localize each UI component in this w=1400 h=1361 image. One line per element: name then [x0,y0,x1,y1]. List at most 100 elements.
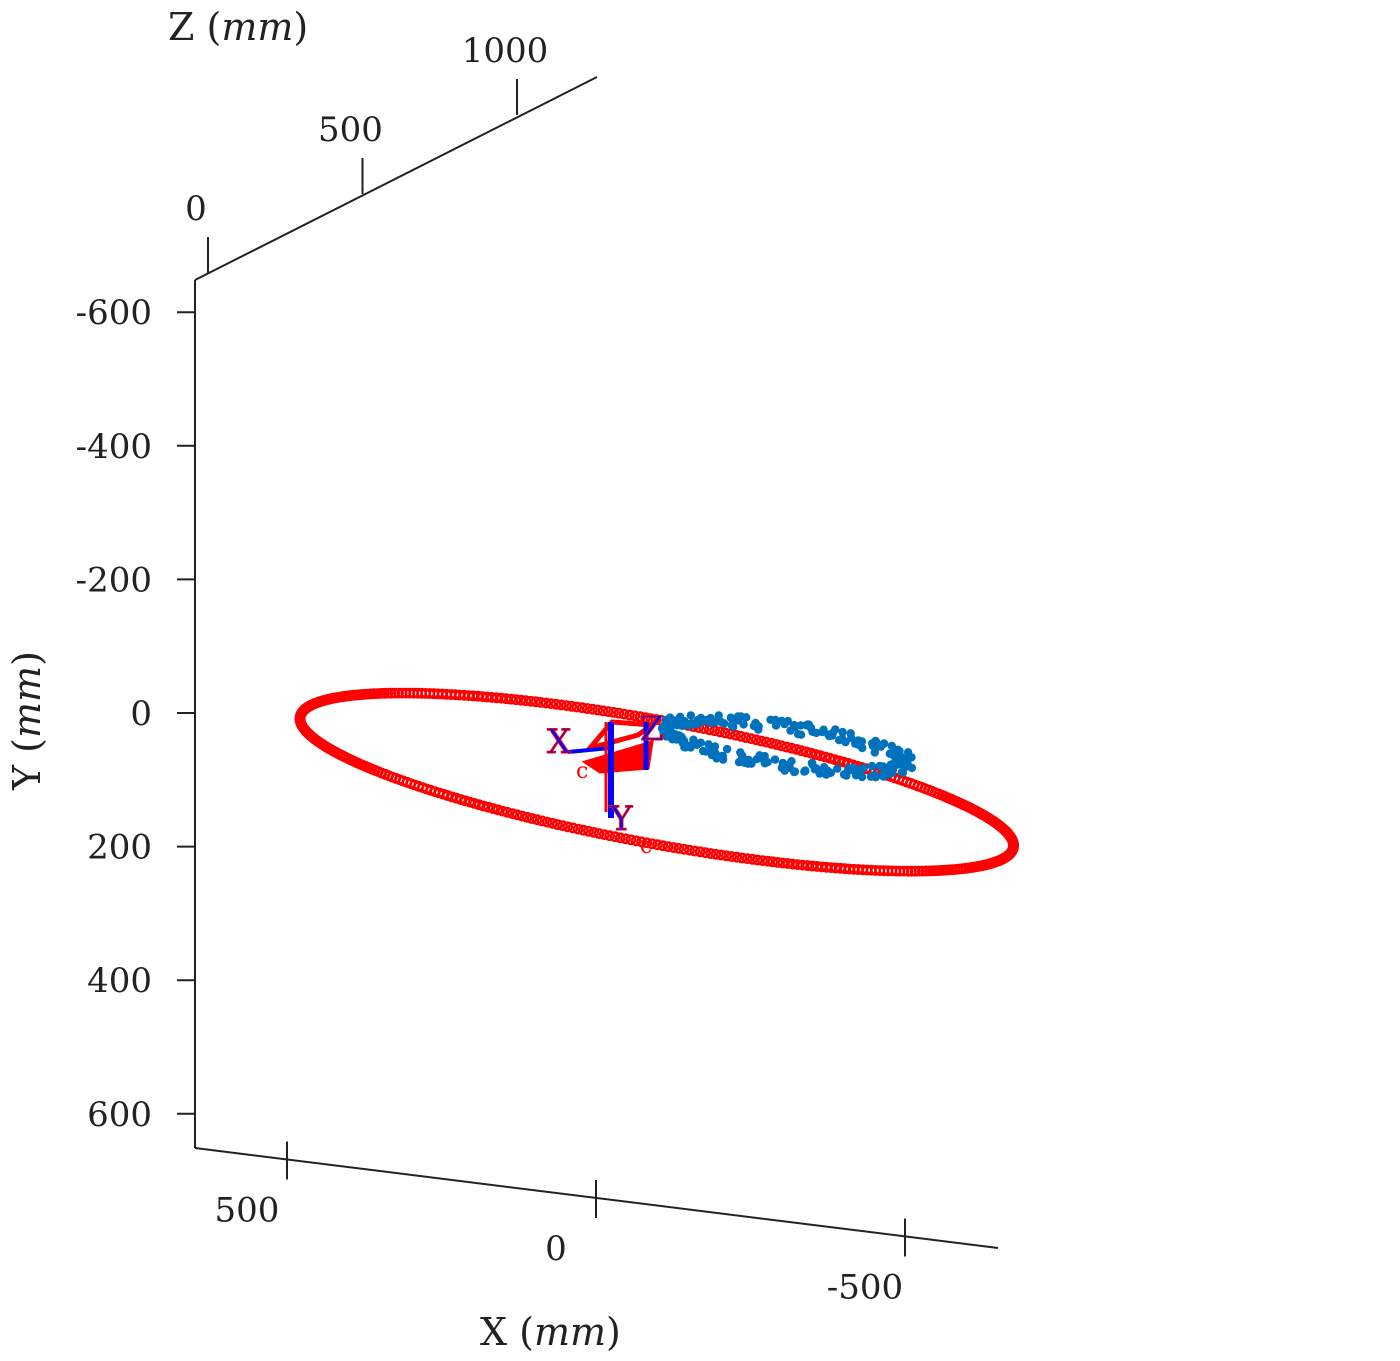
series-0-point [641,837,653,849]
x-axis-unit: mm [534,1310,606,1354]
series-1-point [756,753,765,763]
series-0-point [736,852,748,864]
axes-box [194,76,999,1249]
series-0-point [726,851,737,862]
series-0-point [520,695,532,707]
series-0-point [625,834,637,846]
series-0-point [740,732,752,743]
y-tick-label: 0 [130,694,152,734]
series-1-point [704,740,713,749]
series-0-point [750,734,762,746]
series-1-point [736,712,745,721]
series-0-point [815,750,826,762]
series-0-point [757,855,768,866]
x-tick-label: 500 [215,1191,280,1231]
camera-x-subscript: c [576,759,588,784]
series-0-point [495,692,507,704]
z-axis-line [194,76,598,281]
z-tick-label: 1000 [462,31,549,71]
camera-z-label: Z [640,709,664,749]
z-axis-label: Z [168,5,194,49]
series-0-point [592,704,604,716]
series-1-point [893,745,903,754]
series-1-point [818,727,827,737]
series-0-point [700,847,711,859]
series-1-point [885,749,894,758]
series-0-point [782,858,794,869]
series-0-point [624,709,635,721]
series-0-point [566,700,577,712]
y-tick-label: 400 [87,961,152,1001]
x-axis-open-paren: ( [507,1310,534,1354]
series-1-point [870,748,879,757]
series-0-point [684,844,695,856]
series-0-point [571,701,583,713]
series-1-point [839,770,849,779]
series-0-point [597,705,609,717]
series-0-point [710,848,722,860]
series-0-point [689,845,701,857]
x-axis-title: X (mm) [480,1310,621,1354]
series-0-point [806,860,818,872]
camera-y-subscript: c [640,834,652,859]
series-1-point [710,742,720,751]
series-0-point [802,860,813,871]
series-1-point [858,743,867,753]
series-0-point [792,859,803,870]
z-axis-open-paren: ( [194,5,221,49]
series-1-point [701,747,711,756]
series-0-point [714,726,726,738]
series-1-point [722,744,732,754]
series-0-point [500,693,512,705]
series-0-point [552,819,563,830]
series-1-point [807,758,817,768]
series-0-point [562,821,574,833]
series-0-point [602,706,614,717]
x-axis-close-paren: ) [606,1310,621,1354]
series-1-point [866,772,876,781]
series-0-point [776,740,787,752]
series-1-point [879,772,888,781]
series-0-point [609,831,621,843]
series-0-point [771,739,782,750]
series-0-point [516,810,528,822]
series-1-point [719,719,729,728]
series-0-point [557,820,568,831]
series-0-point [811,861,823,872]
series-1-point [820,763,829,772]
series-0-point [576,702,588,714]
series-1-point [780,766,789,775]
series-0-point [567,822,579,834]
series-0-point [521,811,533,823]
series-0-point [636,836,647,848]
series-1-point [739,720,748,729]
series-0-point [535,697,547,708]
series-0-point [487,803,499,814]
x-axis-label: X [480,1310,507,1354]
y-axis-close-paren: ) [5,651,49,666]
series-0-point [715,849,727,861]
series-0-point [468,798,480,809]
series-0-point [762,855,774,867]
series-1-point [686,711,695,720]
series-0-point [555,699,567,711]
series-1-point [796,730,806,739]
series-0-point [791,744,802,755]
y-axis-unit: mm [5,666,49,738]
series-0-point [614,832,626,844]
series-1-point [727,721,736,730]
series-1-point [831,725,840,734]
series-0-point [608,707,619,718]
y-axis-open-paren: ( [5,738,49,765]
series-1-point [734,758,744,767]
series-0-point [620,833,631,845]
series-1-point [835,736,844,745]
series-0-point [546,817,558,829]
series-0-point [694,846,706,858]
tick-labels: -600 -400 -200 0 200 400 600 0 500 1000 500 0 -500 [76,31,904,1308]
y-tick-label: 200 [87,828,152,868]
series-0-point [473,799,485,811]
series-0-point [646,838,658,850]
series-1-point [754,722,763,731]
series-1-point [857,764,866,774]
